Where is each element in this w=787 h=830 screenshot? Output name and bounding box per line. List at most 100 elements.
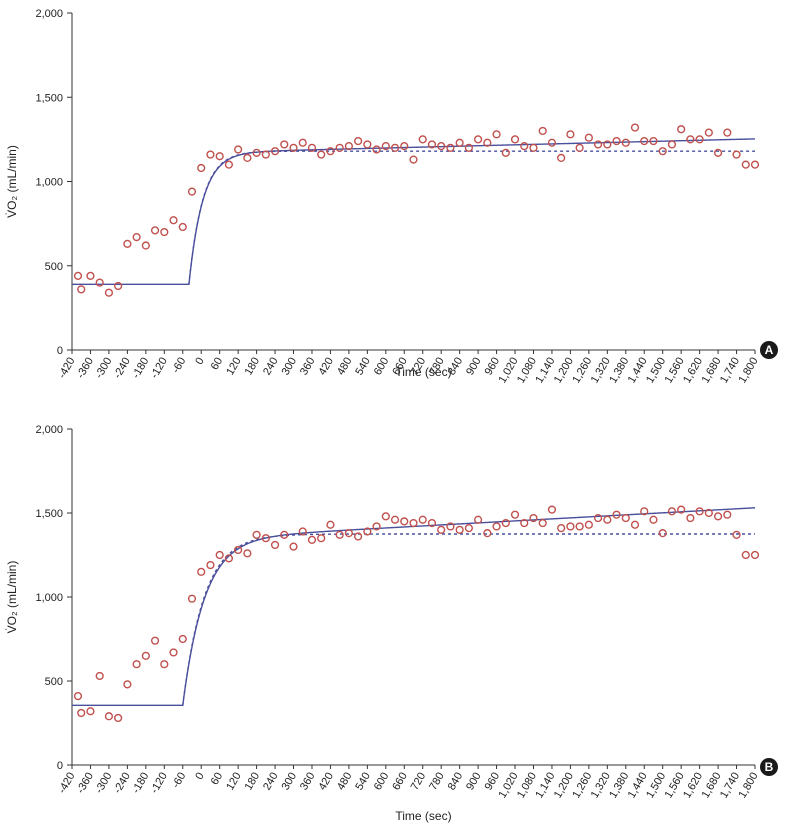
data-point <box>713 148 723 157</box>
data-point <box>750 160 760 169</box>
data-point <box>640 136 649 146</box>
data-point <box>732 150 741 159</box>
data-point <box>86 707 95 716</box>
data-point <box>520 142 529 151</box>
data-point <box>529 143 538 152</box>
model-fit-solid-line <box>72 507 756 707</box>
data-point <box>178 222 187 232</box>
data-point <box>363 527 372 536</box>
x-tick-label: 300 <box>280 356 300 378</box>
data-point <box>418 515 427 524</box>
data-point <box>73 692 83 701</box>
data-point <box>677 125 686 134</box>
panel-b-chart: 0 500 1,000 1,500 2,000 -420-360-300-240-180-… <box>5 424 778 823</box>
data-point <box>409 155 418 164</box>
x-tick-label: -240 <box>112 771 133 796</box>
data-point <box>418 135 427 144</box>
data-point <box>566 130 575 139</box>
data-point <box>593 140 603 149</box>
x-tick-label: 540 <box>353 771 373 793</box>
data-point <box>427 518 437 528</box>
data-point <box>603 140 612 149</box>
data-point <box>741 550 750 560</box>
x-tick-label: 60 <box>209 356 226 373</box>
data-point <box>95 671 104 681</box>
x-tick-label: 720 <box>409 771 429 793</box>
x-tick-label: 420 <box>316 771 336 793</box>
x-tick-label: -420 <box>56 356 77 381</box>
x-tick-label: 1,800 <box>736 356 760 386</box>
data-point <box>206 560 215 570</box>
data-point <box>547 138 557 147</box>
data-point <box>390 515 400 524</box>
x-tick-label: 60 <box>209 771 226 788</box>
data-point <box>566 522 575 531</box>
data-point <box>307 535 317 544</box>
data-point <box>723 128 732 137</box>
x-tick-label: 900 <box>464 771 484 793</box>
data-point <box>621 513 630 523</box>
data-point <box>686 513 695 523</box>
x-tick-label: 120 <box>224 771 244 793</box>
x-tick-label: -120 <box>148 771 169 796</box>
data-point <box>114 713 123 723</box>
data-point <box>437 142 446 151</box>
data-point <box>187 594 197 603</box>
x-tick-label: -360 <box>75 356 96 381</box>
data-point <box>400 517 409 526</box>
data-point <box>621 138 630 147</box>
data-point <box>658 147 667 156</box>
data-point <box>215 550 224 560</box>
data-point <box>86 271 95 280</box>
x-axis-title: Time (sec) <box>395 809 451 823</box>
data-point <box>317 534 326 543</box>
data-point <box>123 680 132 689</box>
data-point <box>510 510 520 519</box>
data-point <box>575 522 584 531</box>
data-point <box>501 518 510 528</box>
data-point <box>197 163 206 173</box>
panel-a-chart: 0 500 1,000 1,500 2,000 -420-360-300-240-180-… <box>5 8 778 385</box>
y-tick-label: 1,000 <box>35 592 63 604</box>
x-tick-label: -180 <box>130 771 151 796</box>
data-point <box>77 708 86 718</box>
model-fit-dashed-line <box>182 533 755 706</box>
data-point <box>169 648 178 657</box>
data-point <box>501 148 510 157</box>
model-fit-solid-line <box>72 138 756 285</box>
data-point <box>169 216 178 225</box>
data-point <box>612 136 621 146</box>
data-point <box>234 145 243 154</box>
data-point <box>409 518 418 528</box>
x-tick-label: 1,800 <box>736 771 760 801</box>
data-point <box>437 525 446 534</box>
data-point <box>344 529 353 538</box>
data-point <box>261 534 270 543</box>
data-point <box>307 143 317 152</box>
data-point <box>713 512 723 521</box>
data-point <box>270 540 280 550</box>
data-point <box>667 140 677 149</box>
data-point <box>741 160 750 169</box>
data-point <box>677 505 686 514</box>
panel-badge <box>760 341 778 359</box>
data-point <box>187 187 197 196</box>
data-point <box>335 143 344 152</box>
model-fit-dashed-line <box>188 150 755 285</box>
x-tick-label: 360 <box>298 771 318 793</box>
data-point <box>298 527 307 536</box>
x-tick-label: -60 <box>170 771 188 791</box>
y-tick-label: 1,500 <box>35 92 63 104</box>
data-point <box>483 529 492 538</box>
data-point <box>630 123 640 132</box>
data-point <box>160 660 169 669</box>
panel-label: B <box>765 760 774 774</box>
data-point <box>132 233 141 242</box>
x-tick-label: -420 <box>56 771 77 796</box>
data-point <box>732 530 741 539</box>
data-point <box>326 520 335 529</box>
x-tick-label: 900 <box>464 356 484 378</box>
x-tick-label: 240 <box>261 771 281 793</box>
data-point <box>73 271 83 280</box>
y-tick-label: 1,500 <box>35 508 63 520</box>
